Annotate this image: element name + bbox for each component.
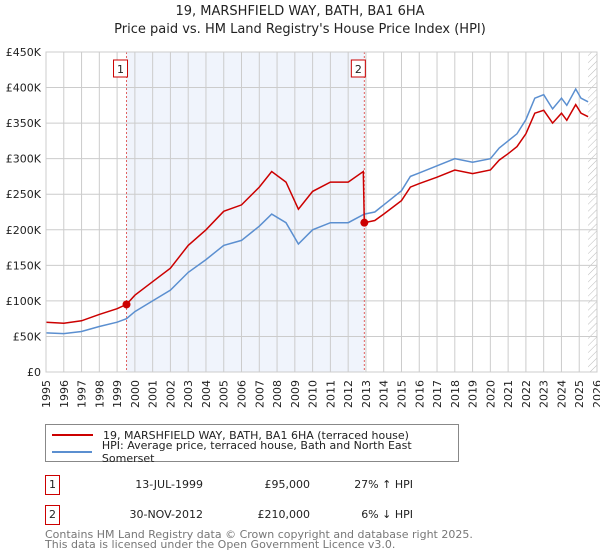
x-tick-label: 2005 — [218, 380, 231, 408]
x-tick-label: 2001 — [147, 380, 160, 408]
y-tick-label: £200K — [6, 224, 42, 237]
x-tick-label: 2014 — [378, 380, 391, 408]
legend-blue-line-icon — [52, 451, 92, 453]
x-tick-label: 2009 — [289, 380, 302, 408]
x-tick-label: 2013 — [360, 380, 373, 408]
footer-copyright: Contains HM Land Registry data © Crown c… — [45, 528, 473, 541]
x-tick-label: 2004 — [200, 380, 213, 408]
x-tick-label: 2007 — [253, 380, 266, 408]
plot-border — [45, 51, 598, 373]
x-tick-label: 2026 — [591, 380, 600, 408]
footer: Contains HM Land Registry data © Crown c… — [45, 528, 473, 551]
transaction-row: 1 13-JUL-1999 £95,000 27% ↑ HPI — [45, 475, 445, 495]
sale-marker-badge — [113, 59, 129, 78]
x-tick-label: 2016 — [413, 380, 426, 408]
legend-label-hpi: HPI: Average price, terraced house, Bath… — [101, 439, 412, 465]
transaction-date: 13-JUL-1999 — [135, 478, 203, 491]
y-tick-label: £300K — [6, 153, 42, 166]
y-tick-label: £0 — [27, 366, 41, 379]
x-tick-label: 2021 — [502, 380, 515, 408]
x-tick-label: 2003 — [182, 380, 195, 408]
y-tick-label: £100K — [6, 295, 42, 308]
legend-item-property: 19, MARSHFIELD WAY, BATH, BA1 6HA (terra… — [52, 427, 409, 443]
x-tick-label: 2025 — [573, 380, 586, 408]
x-tick-label: 2024 — [555, 380, 568, 408]
transaction-hpi: 27% ↑ HPI — [354, 478, 413, 491]
sale-point — [360, 218, 369, 227]
x-tick-label: 1999 — [111, 380, 124, 408]
transaction-date: 30-NOV-2012 — [129, 508, 203, 521]
price-chart: 1995 1996 1997 1998 1999 2000 2001 2002 2003 2004… — [6, 46, 600, 408]
y-tick-label: £400K — [6, 82, 42, 95]
transaction-badge: 1 — [45, 475, 60, 495]
y-tick-label: £50K — [13, 330, 42, 343]
transaction-price: £210,000 — [257, 508, 311, 521]
y-tick-label: £250K — [6, 188, 42, 201]
legend-red-line-icon — [52, 434, 93, 436]
chart-subtitle: Price paid vs. HM Land Registry's House … — [114, 22, 486, 37]
shaded-ownership-region — [126, 52, 365, 372]
x-tick-label: 2011 — [324, 380, 337, 408]
x-tick-label: 2010 — [307, 380, 320, 408]
transaction-badge: 2 — [45, 505, 60, 525]
x-tick-label: 2017 — [431, 380, 444, 408]
transaction-price: £95,000 — [264, 478, 311, 491]
sale-marker-badge — [350, 59, 366, 78]
sale-marker-label: 2 — [355, 63, 362, 76]
hatched-forecast-region — [588, 52, 597, 372]
series-line-hpi — [45, 87, 589, 335]
legend-label-property: 19, MARSHFIELD WAY, BATH, BA1 6HA (terra… — [103, 428, 409, 442]
x-tick-label: 2006 — [236, 380, 249, 408]
x-tick-label: 2022 — [520, 380, 533, 408]
sale-marker-label: 1 — [117, 63, 124, 76]
transaction-hpi: 6% ↓ HPI — [361, 508, 413, 521]
x-tick-label: 2019 — [467, 380, 480, 408]
x-tick-label: 2012 — [342, 380, 355, 408]
x-tick-label: 2002 — [164, 380, 177, 408]
x-tick-label: 2000 — [129, 380, 142, 408]
x-tick-label: 1997 — [76, 380, 89, 408]
y-tick-label: £150K — [6, 259, 42, 272]
footer-licence: This data is licensed under the Open Gov… — [45, 538, 396, 551]
legend-item-hpi: HPI: Average price, terraced house, Bath… — [52, 439, 458, 465]
legend: 19, MARSHFIELD WAY, BATH, BA1 6HA (terra… — [45, 424, 459, 465]
x-tick-label: 2018 — [449, 380, 462, 408]
x-tick-label: 1998 — [93, 380, 106, 408]
y-tick-label: £350K — [6, 117, 42, 130]
chart-title: 19, MARSHFIELD WAY, BATH, BA1 6HA — [175, 4, 425, 19]
sale-point — [122, 300, 131, 309]
y-tick-label: £450K — [6, 46, 42, 59]
x-tick-label: 1996 — [58, 380, 71, 408]
x-tick-label: 1995 — [40, 380, 53, 408]
x-tick-label: 2023 — [538, 380, 551, 408]
x-tick-label: 2020 — [484, 380, 497, 408]
transaction-row: 2 30-NOV-2012 £210,000 6% ↓ HPI — [45, 505, 445, 525]
x-tick-label: 2015 — [395, 380, 408, 408]
x-tick-label: 2008 — [271, 380, 284, 408]
